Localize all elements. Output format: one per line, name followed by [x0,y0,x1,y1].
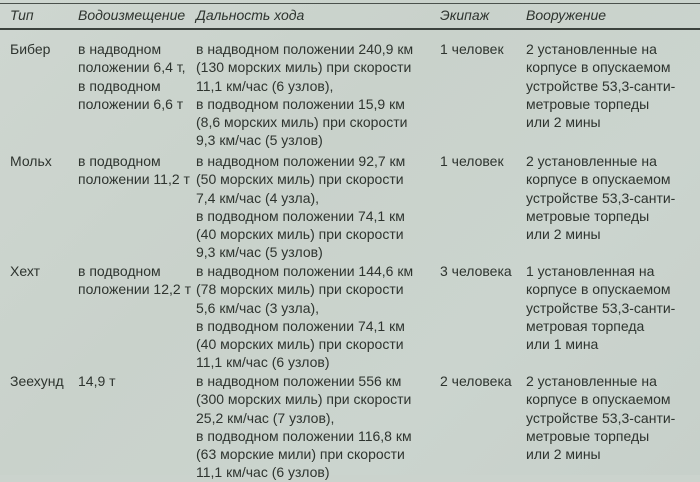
column-header-range: Дальность хода [196,7,305,23]
cell-range: в надводном положении 92,7 км (50 морски… [196,153,406,261]
table-row-biber: Бибер в надводном положении 6,4 т, в под… [0,40,700,152]
cell-displacement: в подводном положении 11,2 т [78,153,190,188]
cell-crew: 1 человек [440,153,504,169]
cell-range: в надводном положении 240,9 км (130 морс… [196,41,414,149]
cell-displacement: 14,9 т [78,373,116,389]
cell-type: Зеехунд [10,373,64,389]
table-row-molch: Мольх в подводном положении 11,2 т в над… [0,152,700,262]
cell-type: Бибер [10,41,51,57]
cell-armament: 1 установленная на корпусе в опускаемом … [526,263,676,353]
table-top-rule [0,3,700,4]
table-header-rule [0,28,700,30]
cell-armament: 2 установленные на корпусе в опускаемом … [526,41,676,131]
cell-crew: 2 человека [440,373,512,389]
column-header-displacement: Водоизмещение [78,7,186,23]
column-header-crew: Экипаж [440,7,490,23]
cell-range: в надводном положении 556 км (300 морски… [196,373,412,481]
cell-armament: 2 установленные на корпусе в опускаемом … [526,373,676,463]
column-header-type: Тип [10,7,34,23]
cell-crew: 3 человека [440,263,512,279]
cell-armament: 2 установленные на корпусе в опускаемом … [526,153,676,243]
cell-displacement: в подводном положении 12,2 т [78,263,191,298]
cell-type: Мольх [10,153,52,169]
cell-range: в надводном положении 144,6 км (78 морск… [196,263,414,371]
cell-crew: 1 человек [440,41,504,57]
cell-displacement: в надводном положении 6,4 т, в подводном… [78,41,186,112]
table-row-seehund: Зеехунд 14,9 т в надводном положении 556… [0,372,700,482]
column-header-armament: Вооружение [526,7,607,23]
table-body: Бибер в надводном положении 6,4 т, в под… [0,40,700,482]
table-header-row: Тип Водоизмещение Дальность хода Экипаж … [0,6,700,24]
cell-type: Хехт [10,263,41,279]
table-row-hecht: Хехт в подводном положении 12,2 т в надв… [0,262,700,372]
